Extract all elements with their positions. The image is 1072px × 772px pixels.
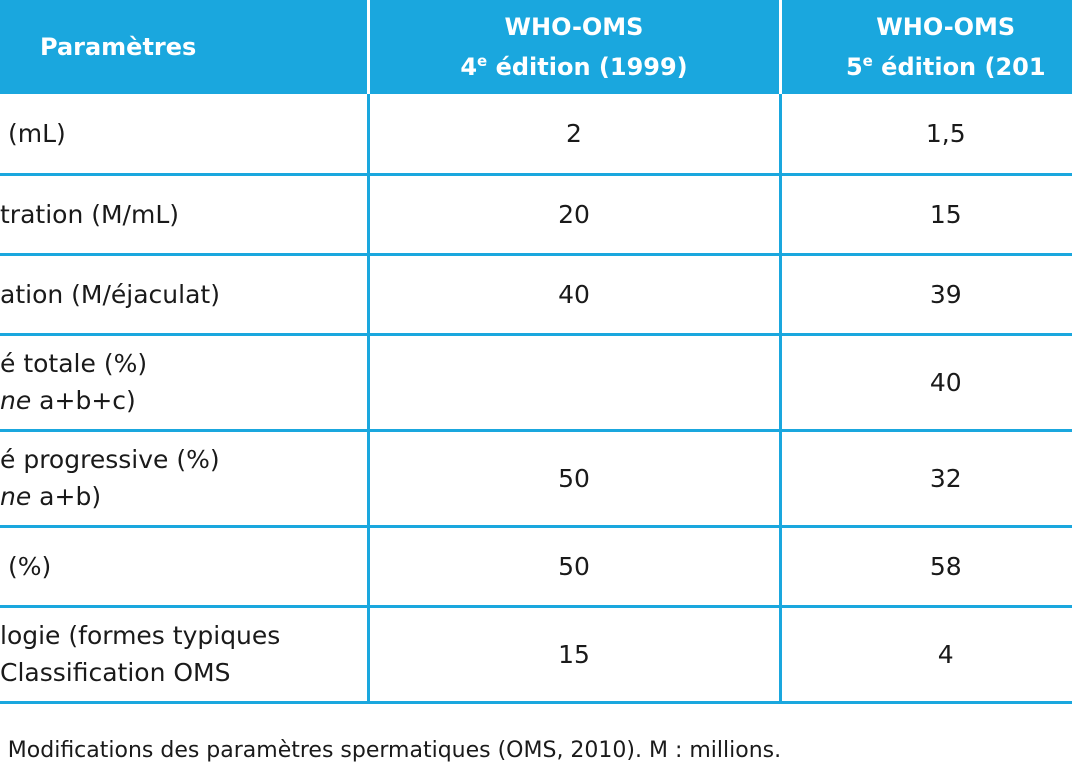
header-parametres: Paramètres [0,0,370,94]
header-who-5th-edition: WHO-OMS 5e édition (201 [780,0,1072,94]
row-label: é progressive (%) ne a+b) [0,430,370,528]
who-parameters-table: Paramètres WHO-OMS 4e édition (1999) WHO… [0,0,1072,704]
value-5th: 4 [780,606,1072,704]
row-label: tration (M/mL) [0,174,370,256]
table-row-morphologie: logie (formes typiques Classification OM… [0,606,1072,704]
row-label: (mL) [0,94,370,176]
table-row-vitalite: (%) 50 58 [0,526,1072,608]
table-row-numeration: ation (M/éjaculat) 40 39 [0,254,1072,336]
table-header-row: Paramètres WHO-OMS 4e édition (1999) WHO… [0,0,1072,94]
value-5th: 1,5 [780,94,1072,176]
value-4th: 40 [368,254,782,336]
value-4th [368,334,782,432]
value-4th: 50 [368,430,782,528]
value-5th: 39 [780,254,1072,336]
value-4th: 20 [368,174,782,256]
row-label: ation (M/éjaculat) [0,254,370,336]
table-row-volume: (mL) 2 1,5 [0,94,1072,176]
value-4th: 2 [368,94,782,176]
value-4th: 15 [368,606,782,704]
value-5th: 58 [780,526,1072,608]
table-row-mobilite-totale: é totale (%) ne a+b+c) 40 [0,334,1072,432]
value-5th: 32 [780,430,1072,528]
value-4th: 50 [368,526,782,608]
parameters-table-container: Paramètres WHO-OMS 4e édition (1999) WHO… [0,0,1072,704]
row-label: logie (formes typiques Classification OM… [0,606,370,704]
value-5th: 40 [780,334,1072,432]
table-row-mobilite-progressive: é progressive (%) ne a+b) 50 32 [0,430,1072,528]
row-label: é totale (%) ne a+b+c) [0,334,370,432]
value-5th: 15 [780,174,1072,256]
table-caption: : Modifications des paramètres spermatiq… [0,738,782,763]
row-label: (%) [0,526,370,608]
table-row-concentration: tration (M/mL) 20 15 [0,174,1072,256]
header-who-4th-edition: WHO-OMS 4e édition (1999) [368,0,782,94]
